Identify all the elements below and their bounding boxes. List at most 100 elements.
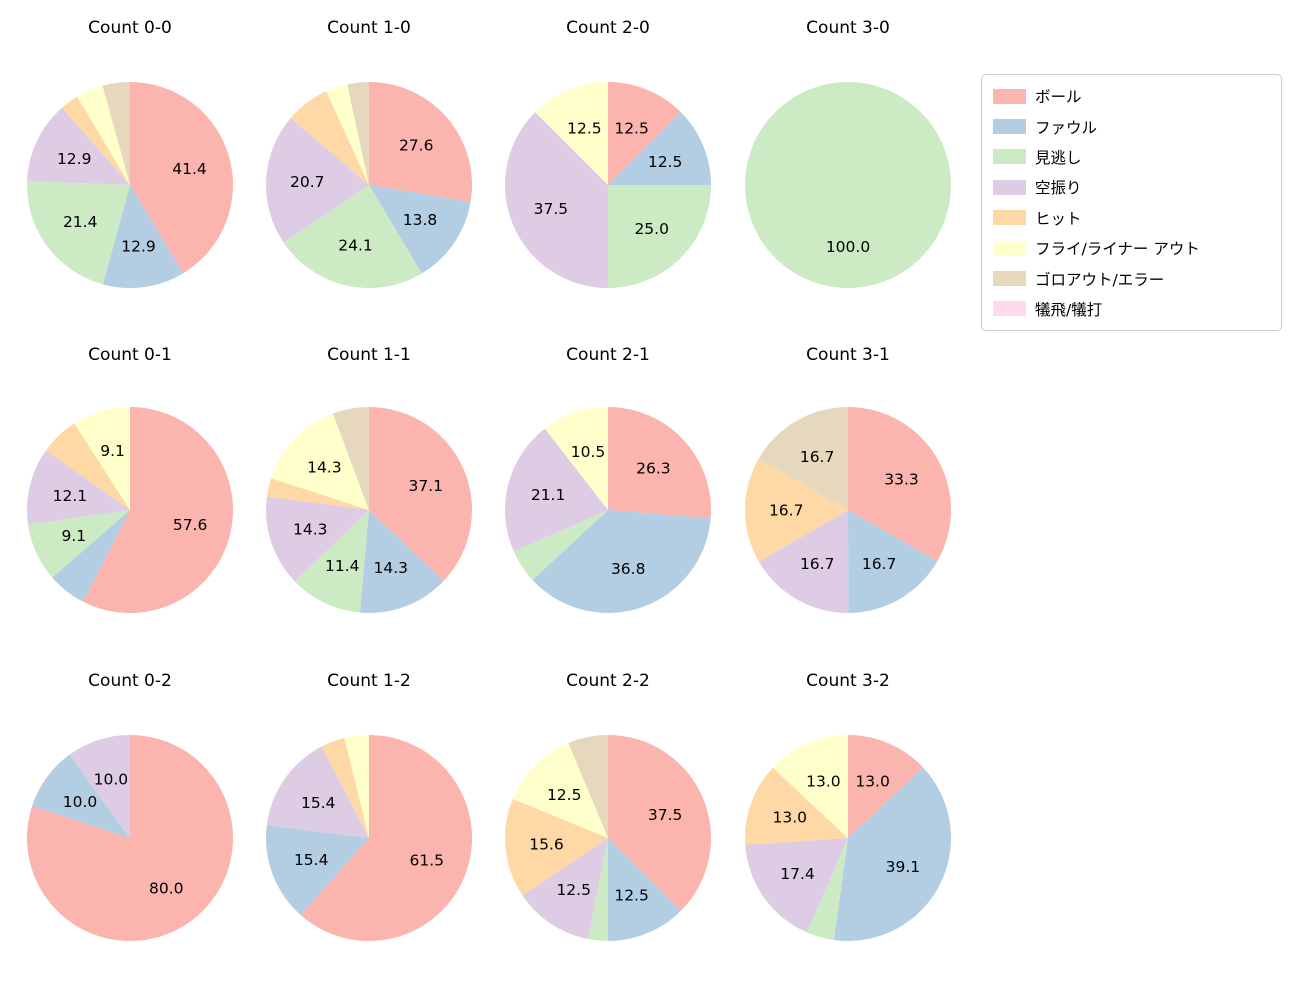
- pie-percentage-label: 10.0: [63, 793, 98, 811]
- legend-label: ボール: [1035, 88, 1082, 107]
- pie-slice-ball: [26, 735, 233, 941]
- pie-chart-count-1-0: 27.6 13.8 24.1 20.7: [265, 82, 473, 288]
- pie-percentage-label: 14.3: [293, 521, 328, 539]
- pie-slice-ball: [608, 407, 712, 519]
- chart-title: Count 3-0: [806, 18, 890, 38]
- pie-slice-swinging-strike: [758, 510, 849, 614]
- called-strike-swatch: [993, 149, 1026, 165]
- pie-percentage-label: 20.7: [290, 173, 325, 191]
- pie-slice-swinging-strike: [27, 450, 131, 525]
- pie-slice-called-strike: [294, 510, 369, 613]
- legend-item-groundout-error: ゴロアウト/エラー: [993, 263, 1270, 293]
- pie-slice-swinging-strike: [69, 735, 130, 838]
- pie-chart-count-3-0: 100.0: [745, 82, 951, 288]
- groundout-error-swatch: [993, 271, 1026, 287]
- chart-title: Count 0-0: [88, 18, 172, 38]
- legend-item-called-strike: 見逃し: [993, 142, 1270, 172]
- pie-percentage-label: 41.4: [172, 160, 207, 178]
- pie-percentage-label: 12.9: [121, 238, 156, 256]
- pie-percentage-label: 16.7: [800, 555, 835, 573]
- legend-label: ファウル: [1035, 118, 1098, 137]
- pie-slice-groundout-error: [568, 735, 608, 838]
- pie-slice-swinging-strike: [505, 112, 608, 288]
- pie-percentage-label: 37.1: [409, 477, 444, 495]
- pie-chart-count-0-0: 41.4 12.9 21.4 12.9: [27, 82, 234, 289]
- pie-slice-foul: [102, 185, 184, 289]
- pie-slice-groundout-error: [347, 82, 369, 185]
- pie-slice-hit: [266, 478, 369, 510]
- pie-percentage-label: 16.7: [769, 502, 804, 520]
- pie-slice-called-strike: [807, 838, 848, 941]
- pie-percentage-label: 11.4: [325, 557, 360, 575]
- pie-percentage-label: 15.4: [301, 794, 336, 812]
- pie-slice-foul: [52, 510, 130, 602]
- pie-slice-ball: [848, 407, 952, 562]
- pie-percentage-label: 12.5: [556, 881, 591, 899]
- pie-slice-foul: [265, 825, 369, 915]
- pie-chart-count-2-2: 37.5 12.5 12.5 15.6 12.5: [505, 735, 711, 941]
- pie-percentage-label: 27.6: [399, 137, 434, 155]
- pie-slice-fly-liner-out: [271, 413, 369, 510]
- pie-percentage-label: 21.4: [63, 213, 98, 231]
- pie-slice-foul: [532, 510, 711, 614]
- pie-slice-fly-liner-out: [344, 735, 369, 838]
- pie-percentage-label: 21.1: [531, 486, 566, 504]
- pie-slice-foul: [32, 754, 130, 838]
- pie-percentage-label: 33.3: [884, 470, 919, 488]
- pie-slice-swinging-strike: [745, 838, 848, 933]
- chart-title: Count 3-1: [806, 345, 890, 365]
- pie-slice-groundout-error: [758, 407, 848, 510]
- legend-item-hit: ヒット: [993, 203, 1270, 233]
- pie-slice-hit: [744, 767, 848, 845]
- pie-percentage-label: 12.1: [53, 487, 88, 505]
- pie-percentage-label: 61.5: [410, 851, 445, 869]
- pie-slice-hit: [290, 91, 369, 185]
- pie-slice-fly-liner-out: [535, 82, 608, 185]
- pie-chart-count-2-0: 12.5 12.5 25.0 37.5 12.5: [505, 82, 711, 288]
- pie-percentage-label: 16.7: [800, 448, 835, 466]
- pie-slice-ball: [608, 82, 681, 185]
- pie-percentage-label: 15.6: [529, 836, 564, 854]
- pie-percentage-label: 24.1: [338, 237, 373, 255]
- chart-title: Count 1-0: [327, 18, 411, 38]
- sacrifice-swatch: [993, 301, 1026, 317]
- legend-item-foul: ファウル: [993, 111, 1270, 141]
- pie-percentage-label: 26.3: [636, 460, 671, 478]
- pie-percentage-label: 14.3: [307, 459, 342, 477]
- pie-slice-foul: [608, 112, 711, 185]
- legend-item-swinging-strike: 空振り: [993, 172, 1270, 202]
- pie-slice-swinging-strike: [522, 838, 608, 940]
- pie-slice-foul: [848, 510, 938, 613]
- pie-slice-foul: [359, 510, 444, 613]
- pie-slice-groundout-error: [102, 82, 130, 185]
- pie-percentage-label: 12.5: [614, 119, 649, 137]
- pie-percentage-label: 9.1: [100, 442, 125, 460]
- pie-chart-count-2-1: 26.3 36.8 21.1 10.5: [504, 407, 712, 614]
- pie-percentage-label: 12.5: [547, 786, 582, 804]
- legend-item-fly-liner-out: フライ/ライナー アウト: [993, 233, 1270, 263]
- pie-percentage-label: 17.4: [780, 865, 815, 883]
- pie-slice-ball: [848, 735, 924, 838]
- pie-percentage-label: 14.3: [374, 559, 409, 577]
- pie-chart-count-0-1: 57.6 9.1 12.1 9.1: [27, 407, 233, 613]
- pie-percentage-label: 37.5: [534, 200, 569, 218]
- legend-label: ゴロアウト/エラー: [1035, 270, 1165, 289]
- pie-slice-foul: [608, 838, 681, 941]
- pie-slice-swinging-strike: [265, 117, 369, 243]
- pie-percentage-label: 39.1: [886, 858, 921, 876]
- legend-label: 見逃し: [1035, 148, 1082, 167]
- pie-percentage-label: 15.4: [294, 851, 329, 869]
- pie-percentage-label: 12.5: [648, 153, 683, 171]
- pie-slice-fly-liner-out: [512, 742, 608, 838]
- pie-slice-swinging-strike: [27, 107, 130, 185]
- chart-title: Count 3-2: [806, 671, 890, 691]
- legend-item-sacrifice: 犠飛/犠打: [993, 294, 1270, 324]
- hit-swatch: [993, 210, 1026, 226]
- pie-chart-count-1-1: 37.1 14.3 11.4 14.3 14.3: [266, 407, 473, 613]
- pie-slice-hit: [61, 96, 130, 185]
- pie-slice-groundout-error: [332, 407, 369, 510]
- pie-percentage-label: 36.8: [611, 560, 646, 578]
- pie-percentage-label: 12.9: [57, 150, 92, 168]
- pie-slice-fly-liner-out: [772, 735, 848, 838]
